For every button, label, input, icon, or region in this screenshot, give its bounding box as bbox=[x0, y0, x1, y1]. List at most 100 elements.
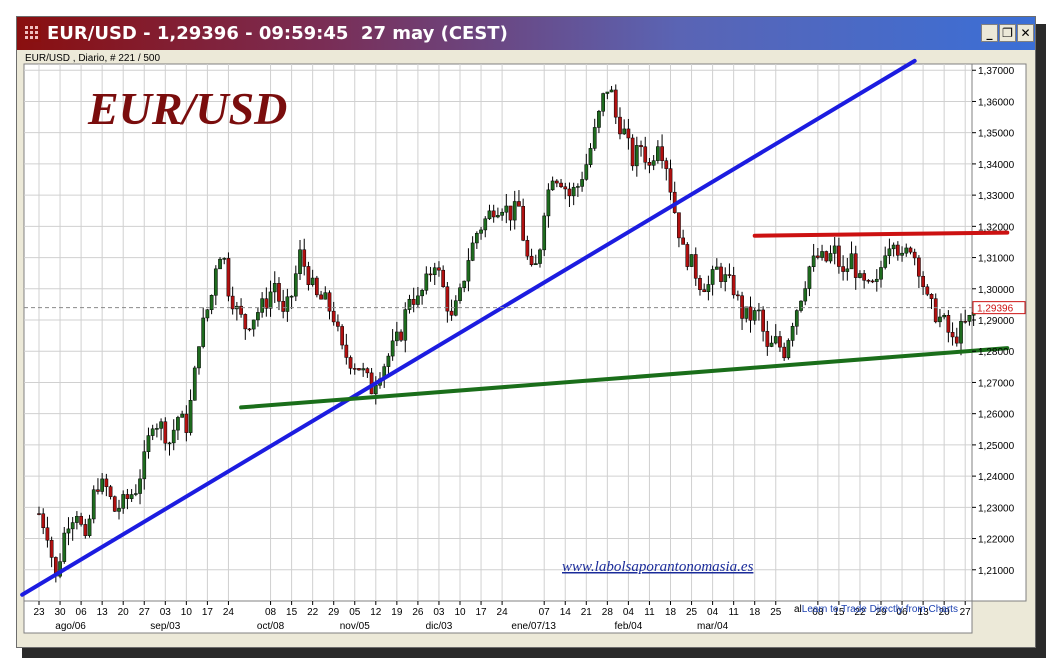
candle-body bbox=[584, 164, 589, 180]
x-month-label: ago/06 bbox=[55, 621, 86, 632]
candle-body bbox=[727, 274, 732, 276]
candle-body bbox=[264, 298, 269, 309]
candle-body bbox=[285, 296, 290, 312]
candle-body bbox=[336, 321, 340, 327]
candle-body bbox=[66, 528, 71, 534]
x-day-label: 15 bbox=[286, 607, 298, 618]
candle-body bbox=[70, 522, 75, 530]
candle-body bbox=[420, 290, 424, 297]
credit-prefix: al bbox=[794, 604, 802, 615]
candle-body bbox=[432, 267, 437, 275]
candle-body bbox=[411, 298, 416, 305]
candle-body bbox=[664, 160, 669, 169]
candle-body bbox=[474, 233, 479, 244]
candle-body bbox=[230, 295, 235, 310]
current-price-box bbox=[972, 301, 1026, 315]
candle-body bbox=[634, 145, 639, 167]
candle-body bbox=[479, 229, 483, 234]
credit-link[interactable]: Learn to Trade Directly from Charts bbox=[801, 604, 958, 615]
candle-body bbox=[150, 428, 155, 436]
candle-body bbox=[171, 429, 176, 444]
candle-body bbox=[491, 210, 496, 218]
y-tick-label: 1,37000 bbox=[978, 66, 1015, 77]
candle-body bbox=[293, 273, 298, 297]
x-day-label: 06 bbox=[896, 607, 908, 618]
candle-body bbox=[310, 277, 315, 285]
title-bar[interactable]: EUR/USD - 1,29396 - 09:59:45 27 may (CES… bbox=[17, 17, 1035, 50]
candle-body bbox=[571, 186, 576, 197]
candle-body bbox=[559, 182, 563, 188]
candle-body bbox=[289, 295, 294, 298]
x-day-label: 28 bbox=[602, 607, 614, 618]
candle-body bbox=[146, 435, 151, 452]
candle-body bbox=[900, 252, 904, 256]
candle-body bbox=[592, 127, 597, 149]
candle-body bbox=[487, 210, 492, 220]
candle-body bbox=[904, 247, 909, 254]
candle-body bbox=[613, 89, 618, 118]
minimize-button[interactable]: _ bbox=[981, 24, 998, 42]
candle-body bbox=[803, 288, 808, 302]
x-day-label: 11 bbox=[644, 607, 655, 618]
x-day-label: 30 bbox=[54, 607, 66, 618]
candle-body bbox=[445, 286, 450, 312]
candle-body bbox=[668, 168, 673, 193]
candle-body bbox=[327, 292, 332, 312]
credit-footer[interactable]: alLearn to Trade Directly from Charts bbox=[794, 604, 958, 615]
restore-button[interactable]: ❐ bbox=[999, 24, 1016, 42]
candle-body bbox=[942, 315, 946, 318]
candle-body bbox=[462, 280, 467, 289]
x-day-label: 22 bbox=[307, 607, 319, 618]
x-day-label: 25 bbox=[686, 607, 698, 618]
candle-body bbox=[689, 254, 694, 267]
candle-body bbox=[651, 160, 656, 166]
x-day-label: 25 bbox=[770, 607, 782, 618]
x-day-label: 13 bbox=[97, 607, 109, 618]
candle-body bbox=[117, 508, 121, 512]
candle-body bbox=[807, 266, 812, 289]
candle-body bbox=[386, 355, 391, 367]
candle-body bbox=[437, 267, 441, 271]
candle-body bbox=[858, 273, 862, 278]
candle-body bbox=[710, 269, 715, 285]
candle-body bbox=[37, 513, 41, 515]
candle-body bbox=[315, 277, 319, 296]
candle-body bbox=[100, 478, 105, 492]
candle-body bbox=[576, 186, 580, 188]
candle-body bbox=[424, 273, 429, 291]
close-button[interactable]: ✕ bbox=[1017, 24, 1034, 42]
candle-body bbox=[298, 249, 302, 274]
candle-body bbox=[702, 289, 707, 292]
candle-body bbox=[841, 266, 845, 272]
candle-body bbox=[550, 180, 555, 191]
candle-body bbox=[938, 316, 942, 323]
candle-body bbox=[395, 331, 399, 342]
candle-body bbox=[213, 268, 218, 296]
candle-body bbox=[778, 336, 782, 348]
candle-body bbox=[786, 340, 791, 359]
candle-body bbox=[441, 269, 446, 287]
y-tick-label: 1,36000 bbox=[978, 97, 1015, 108]
x-month-label: oct/08 bbox=[257, 621, 285, 632]
x-day-label: 23 bbox=[33, 607, 45, 618]
y-tick-label: 1,32000 bbox=[978, 222, 1015, 233]
candle-body bbox=[209, 295, 214, 310]
candle-body bbox=[588, 148, 593, 165]
candle-body bbox=[201, 317, 206, 347]
candle-body bbox=[622, 128, 627, 135]
candle-body bbox=[769, 342, 774, 347]
x-day-label: 18 bbox=[665, 607, 677, 618]
candle-body bbox=[416, 295, 420, 305]
candle-body bbox=[180, 413, 184, 418]
x-day-label: 21 bbox=[581, 607, 593, 618]
candle-body bbox=[752, 310, 757, 321]
candle-body bbox=[344, 344, 349, 358]
candle-body bbox=[323, 292, 328, 300]
x-day-label: 18 bbox=[749, 607, 761, 618]
candle-body bbox=[390, 340, 395, 357]
candle-body bbox=[912, 251, 917, 259]
candle-body bbox=[597, 110, 601, 128]
candle-body bbox=[226, 258, 231, 297]
candle-body bbox=[748, 306, 753, 321]
candle-body bbox=[403, 309, 408, 341]
